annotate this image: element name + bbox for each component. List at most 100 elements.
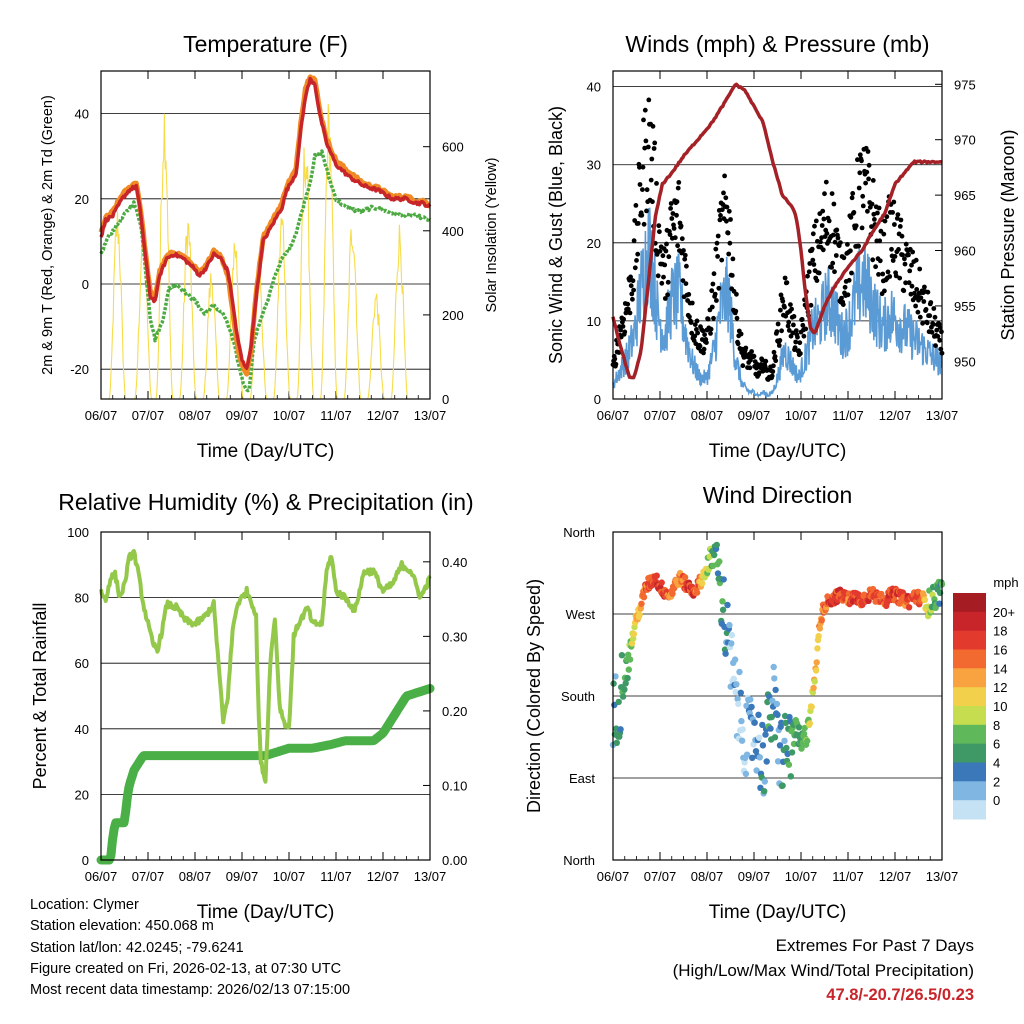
- gust-point: [682, 252, 688, 258]
- gust-point: [892, 222, 897, 227]
- gust-point: [838, 240, 843, 246]
- direction-point: [774, 758, 782, 765]
- gust-point: [876, 272, 881, 277]
- gust-point: [772, 354, 778, 359]
- gust-point: [915, 309, 921, 315]
- gust-point: [620, 324, 626, 329]
- direction-point: [638, 600, 645, 607]
- direction-point: [763, 758, 770, 765]
- direction-point: [921, 596, 929, 603]
- gust-point: [897, 275, 903, 281]
- gust-point: [678, 223, 684, 229]
- gust-point: [857, 152, 863, 158]
- gust-point: [682, 256, 688, 262]
- direction-point: [772, 686, 779, 694]
- x-axis-label: Time (Day/UTC): [709, 902, 847, 923]
- extremes-values: 47.8/-20.7/26.5/0.23: [826, 986, 974, 1004]
- gust-point: [694, 318, 700, 324]
- direction-point: [630, 630, 638, 638]
- gust-point: [621, 316, 626, 322]
- gust-point: [730, 256, 736, 262]
- gust-point: [667, 232, 673, 238]
- gust-point: [759, 357, 765, 363]
- direction-point: [720, 576, 727, 583]
- gust-point: [747, 365, 753, 371]
- gust-point: [903, 241, 909, 247]
- gust-point: [820, 208, 826, 214]
- y-tick-label: 40: [587, 80, 601, 95]
- gust-point: [910, 249, 915, 255]
- gust-point: [642, 145, 648, 151]
- gust-point: [810, 257, 816, 263]
- recent-timestamp: Most recent data timestamp: 2026/02/13 0…: [30, 982, 351, 999]
- gust-point: [834, 227, 840, 233]
- gust-point: [694, 327, 699, 332]
- x-tick-label: 08/07: [179, 408, 212, 423]
- plot-frame: [100, 531, 431, 861]
- gust-point: [841, 255, 847, 261]
- colorbar-swatch: [953, 762, 986, 782]
- gust-point: [786, 319, 792, 325]
- panel-wind_direction: 06/07 07/07 08/07 09/07 10/07 11/07 12/07 13/07…: [524, 482, 1019, 923]
- y-right-tick-label: 200: [442, 308, 464, 323]
- solar-spike: [202, 273, 221, 400]
- gust-point: [641, 221, 647, 227]
- direction-point: [612, 673, 619, 680]
- x-tick-label: 10/07: [273, 408, 306, 423]
- colorbar-swatch: [953, 743, 986, 763]
- x-tick-label: 08/07: [691, 869, 724, 884]
- gust-point: [793, 328, 799, 333]
- direction-point: [795, 724, 803, 731]
- gust-point: [897, 224, 903, 229]
- gust-point: [664, 241, 669, 247]
- direction-point: [615, 698, 622, 706]
- gust-point: [790, 330, 796, 336]
- y-right-axis-label: Station Pressure (Maroon): [998, 129, 1018, 340]
- direction-point: [730, 675, 737, 682]
- gust-point: [688, 320, 694, 325]
- gust-point: [881, 231, 887, 237]
- gust-point: [808, 302, 814, 308]
- gust-point: [717, 217, 723, 223]
- gust-point: [870, 178, 876, 183]
- gust-point: [670, 211, 676, 216]
- colorbar-swatch: [953, 630, 986, 650]
- plot-frame: [612, 70, 943, 400]
- gust-point: [820, 247, 826, 253]
- direction-point: [739, 726, 746, 733]
- x-tick-label: 12/07: [367, 869, 400, 884]
- direction-point: [624, 674, 631, 682]
- direction-point: [722, 650, 729, 657]
- gust-point: [726, 251, 732, 257]
- y-tick-label: East: [569, 771, 595, 786]
- gust-point: [665, 292, 670, 298]
- direction-point: [747, 696, 754, 703]
- gust-point: [740, 363, 746, 369]
- x-tick-label: 10/07: [785, 869, 818, 884]
- gust-point: [692, 322, 698, 327]
- y-right-tick-label: 975: [954, 77, 976, 92]
- solar-spike: [366, 293, 385, 400]
- gust-point: [928, 300, 934, 305]
- gust-point: [640, 187, 645, 193]
- gust-point: [669, 216, 675, 221]
- gust-point: [900, 252, 905, 258]
- gust-point: [628, 283, 634, 289]
- gust-point: [798, 351, 803, 356]
- gust-point: [890, 258, 896, 263]
- panel-humidity: 06/07 07/07 08/07 09/07 10/07 11/07 12/07 13/07…: [30, 489, 474, 923]
- x-tick-label: 10/07: [273, 869, 306, 884]
- gust-point: [810, 231, 816, 237]
- gust-point: [912, 290, 917, 296]
- y-tick-label: 20: [587, 236, 601, 251]
- y-right-tick-label: 960: [954, 244, 976, 259]
- x-tick-label: 07/07: [132, 408, 165, 423]
- gust-point: [687, 314, 692, 320]
- x-tick-label: 12/07: [879, 869, 912, 884]
- gust-point: [876, 205, 882, 211]
- gust-point: [845, 242, 850, 247]
- gust-point: [625, 301, 631, 307]
- gust-point: [872, 217, 877, 222]
- gust-point: [749, 349, 754, 354]
- gust-point: [818, 239, 823, 245]
